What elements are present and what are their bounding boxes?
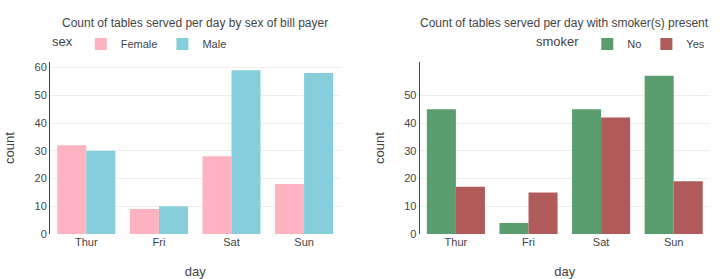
svg-text:Sun: Sun xyxy=(664,236,684,248)
svg-text:smoker: smoker xyxy=(536,34,579,49)
svg-text:0: 0 xyxy=(410,228,416,240)
svg-text:30: 30 xyxy=(35,145,47,157)
svg-text:Female: Female xyxy=(121,38,158,50)
svg-text:day: day xyxy=(554,264,575,279)
svg-text:count: count xyxy=(372,132,387,164)
svg-text:Fri: Fri xyxy=(152,236,165,248)
svg-text:50: 50 xyxy=(404,89,416,101)
svg-text:60: 60 xyxy=(35,61,47,73)
svg-text:0: 0 xyxy=(41,228,47,240)
svg-text:Sun: Sun xyxy=(294,236,314,248)
svg-text:Male: Male xyxy=(202,38,226,50)
svg-text:count: count xyxy=(2,132,17,164)
svg-text:20: 20 xyxy=(35,172,47,184)
svg-text:day: day xyxy=(185,264,206,279)
svg-text:sex: sex xyxy=(52,34,73,49)
svg-text:No: No xyxy=(627,38,641,50)
svg-text:50: 50 xyxy=(35,89,47,101)
svg-text:20: 20 xyxy=(404,172,416,184)
svg-text:Yes: Yes xyxy=(686,38,704,50)
svg-text:10: 10 xyxy=(35,200,47,212)
svg-text:40: 40 xyxy=(35,117,47,129)
svg-text:10: 10 xyxy=(404,200,416,212)
svg-text:Count of tables served per day: Count of tables served per day with smok… xyxy=(420,16,709,30)
svg-text:Sat: Sat xyxy=(223,236,240,248)
svg-text:Thur: Thur xyxy=(445,236,468,248)
svg-text:Sat: Sat xyxy=(593,236,610,248)
svg-text:30: 30 xyxy=(404,145,416,157)
svg-text:Thur: Thur xyxy=(75,236,98,248)
svg-text:40: 40 xyxy=(404,117,416,129)
svg-text:Count of tables served per day: Count of tables served per day by sex of… xyxy=(62,16,328,30)
svg-text:Fri: Fri xyxy=(522,236,535,248)
